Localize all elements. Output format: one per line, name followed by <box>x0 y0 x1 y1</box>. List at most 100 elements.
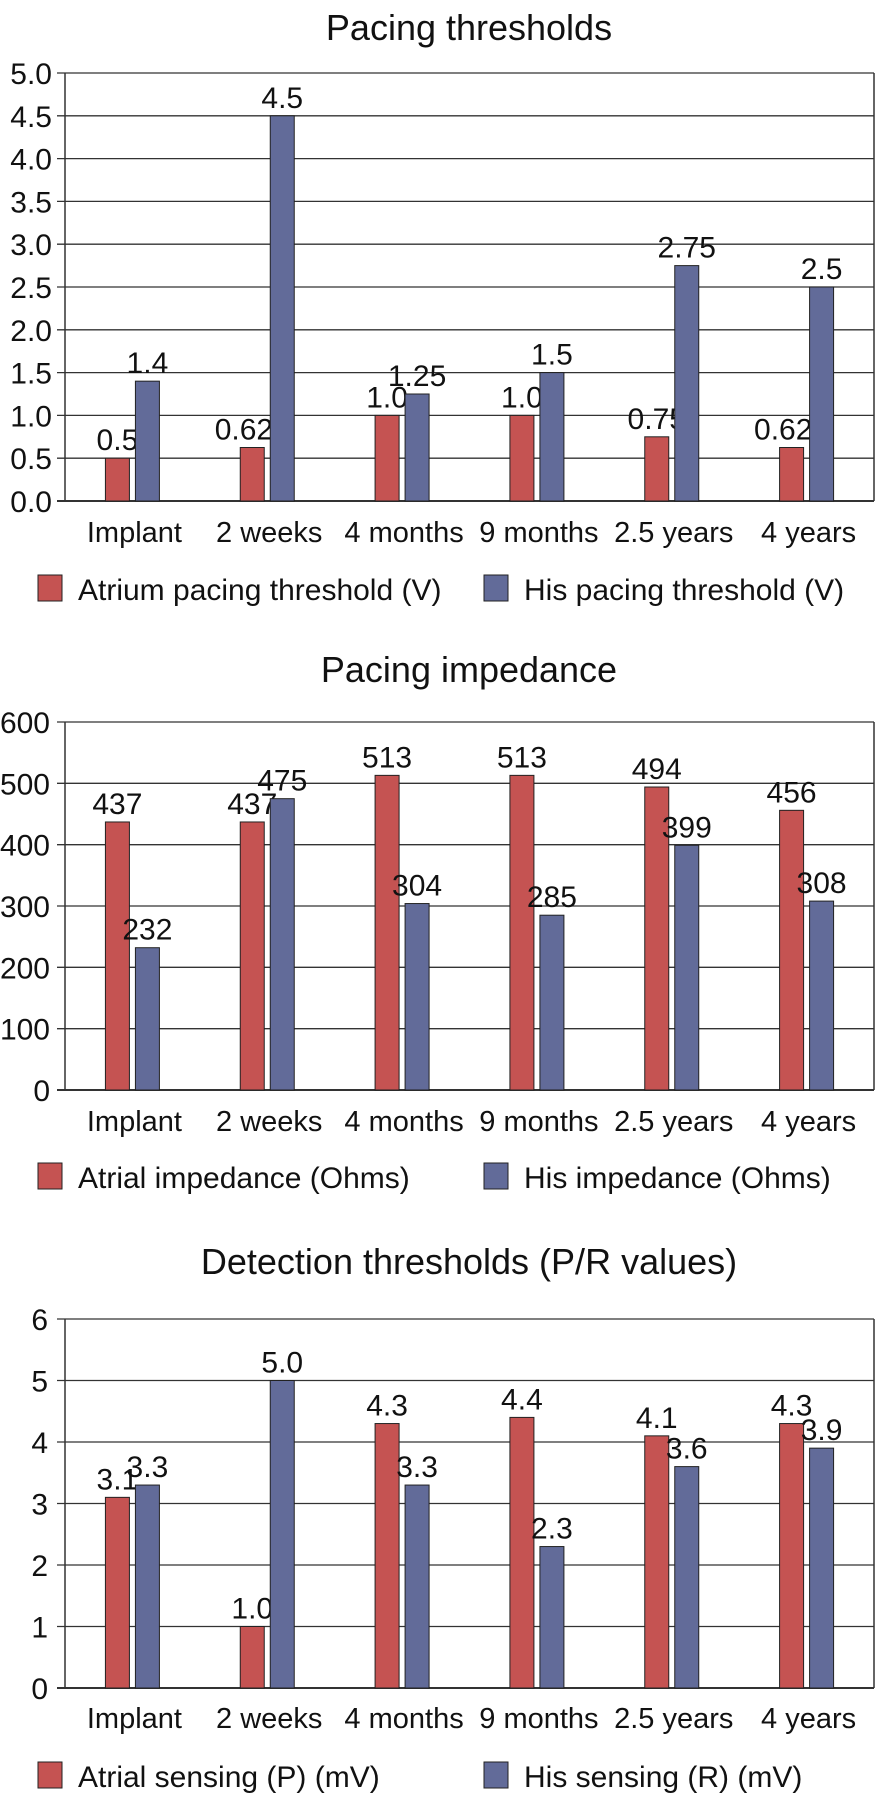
y-tick-label: 300 <box>0 891 50 924</box>
y-tick-label: 400 <box>0 830 50 863</box>
y-tick-label: 1.0 <box>10 400 52 433</box>
x-tick-label: 9 months <box>479 517 598 549</box>
y-tick-label: 0.5 <box>10 443 52 476</box>
y-tick-label: 500 <box>0 768 50 801</box>
data-label: 308 <box>797 867 847 900</box>
bar-his <box>134 1484 160 1689</box>
data-label: 1.4 <box>127 347 169 380</box>
y-tick-label: 5.0 <box>10 58 52 91</box>
bar-atrial <box>644 1435 670 1689</box>
data-label: 285 <box>527 881 577 914</box>
data-label: 1.0 <box>366 381 408 414</box>
chart-panel-2: Pacing impedance 0 100 200 300 400 500 600 Impla… <box>0 649 875 1195</box>
y-tick-label: 1.5 <box>10 358 52 391</box>
bar-atrial <box>644 786 670 1091</box>
chart-panel-1: Pacing thresholds 0.0 0.5 1.0 1.5 2.0 2.5 3.0 3.… <box>10 7 875 607</box>
bar-atrial <box>104 457 130 502</box>
bar-atrial <box>239 447 265 502</box>
x-tick-label: 2.5 years <box>614 1703 733 1735</box>
y-tick-label: 2.5 <box>10 272 52 305</box>
data-label: 456 <box>767 776 817 809</box>
legend-label: His sensing (R) (mV) <box>524 1761 802 1794</box>
data-label: 3.9 <box>801 1414 843 1447</box>
bar-his <box>404 1484 430 1689</box>
bar-his <box>269 798 295 1091</box>
chart-title: Pacing impedance <box>321 649 617 690</box>
chart-title: Detection thresholds (P/R values) <box>201 1241 737 1282</box>
y-tick-label: 100 <box>0 1014 50 1047</box>
data-label: 513 <box>362 741 412 774</box>
bar-his <box>134 947 160 1091</box>
bar-atrial <box>509 1416 535 1689</box>
y-tick-label: 4.0 <box>10 144 52 177</box>
bar-atrial <box>239 821 265 1091</box>
x-tick-label: 2 weeks <box>216 1106 322 1138</box>
y-tick-label: 3.5 <box>10 186 52 219</box>
x-tick-label: 4 months <box>344 1106 463 1138</box>
legend-label: Atrium pacing threshold (V) <box>78 574 442 607</box>
x-tick-label: Implant <box>87 1106 182 1138</box>
data-label: 494 <box>632 753 682 786</box>
bar-atrial <box>779 1423 805 1689</box>
bar-his <box>134 380 160 502</box>
data-label: 232 <box>122 914 172 947</box>
y-tick-label: 0 <box>33 1075 50 1108</box>
legend-swatch <box>37 574 63 602</box>
bar-his <box>809 286 835 502</box>
x-tick-label: 4 months <box>344 517 463 549</box>
legend-label: Atrial sensing (P) (mV) <box>78 1761 380 1794</box>
bar-atrial <box>644 436 670 502</box>
data-label: 1.5 <box>531 339 573 372</box>
x-tick-label: 2 weeks <box>216 1703 322 1735</box>
data-label: 4.1 <box>636 1402 678 1435</box>
data-label: 3.3 <box>127 1451 169 1484</box>
data-label: 5.0 <box>261 1347 303 1380</box>
legend-swatch <box>37 1162 63 1190</box>
data-label: 475 <box>257 765 307 798</box>
data-label: 399 <box>662 811 712 844</box>
legend-swatch <box>483 1162 509 1190</box>
y-tick-label: 200 <box>0 952 50 985</box>
legend-swatch <box>483 574 509 602</box>
bar-his <box>404 903 430 1091</box>
data-label: 1.25 <box>388 360 446 393</box>
bar-his <box>674 1466 700 1689</box>
x-tick-label: 2.5 years <box>614 517 733 549</box>
y-tick-label: 4.5 <box>10 101 52 134</box>
data-label: 3.3 <box>396 1451 438 1484</box>
legend-swatch <box>483 1761 509 1789</box>
data-label: 2.3 <box>531 1513 573 1546</box>
bar-atrial <box>779 809 805 1091</box>
bar-atrial <box>509 414 535 502</box>
bar-atrial <box>374 1423 400 1689</box>
y-tick-label: 2 <box>31 1550 48 1583</box>
data-label: 4.3 <box>366 1390 408 1423</box>
x-tick-label: 2 weeks <box>216 517 322 549</box>
chart-title: Pacing thresholds <box>326 7 612 48</box>
bar-atrial <box>374 774 400 1091</box>
bar-atrial <box>779 447 805 502</box>
bar-his <box>539 372 565 502</box>
data-label: 0.5 <box>97 424 139 457</box>
x-tick-label: 4 years <box>761 1703 856 1735</box>
x-tick-label: 4 months <box>344 1703 463 1735</box>
x-tick-label: Implant <box>87 1703 182 1735</box>
bar-atrial <box>104 821 130 1091</box>
y-tick-label: 0.0 <box>10 486 52 519</box>
data-label: 2.5 <box>801 253 843 286</box>
x-tick-label: 9 months <box>479 1106 598 1138</box>
bar-his <box>539 1546 565 1689</box>
y-tick-label: 4 <box>31 1427 48 1460</box>
bar-his <box>539 914 565 1091</box>
y-tick-label: 1 <box>31 1612 48 1645</box>
y-tick-label: 2.0 <box>10 315 52 348</box>
x-tick-label: Implant <box>87 517 182 549</box>
x-tick-label: 4 years <box>761 1106 856 1138</box>
data-label: 4.4 <box>501 1383 543 1416</box>
bar-his <box>809 900 835 1091</box>
bar-atrial <box>509 774 535 1091</box>
data-label: 304 <box>392 870 442 903</box>
x-tick-label: 9 months <box>479 1703 598 1735</box>
data-label: 437 <box>92 788 142 821</box>
